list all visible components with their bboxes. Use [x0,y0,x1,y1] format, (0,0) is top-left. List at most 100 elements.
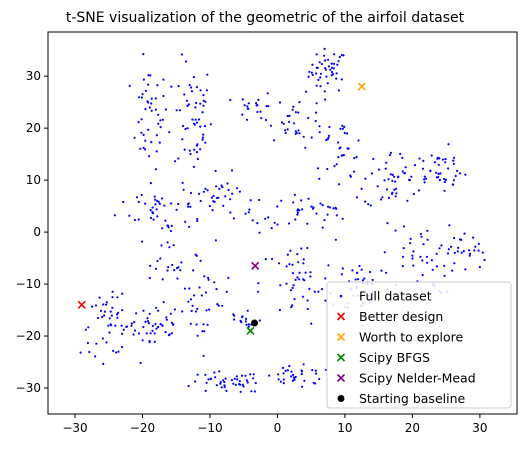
data-point [435,252,438,255]
data-point [113,214,116,217]
data-point [188,287,191,290]
data-point [180,261,183,264]
data-point [223,385,226,389]
data-point [335,77,338,80]
data-point [435,265,438,268]
data-point [199,125,202,128]
data-point [111,296,114,299]
data-point [403,172,406,175]
data-point [217,196,220,199]
data-point [456,169,459,173]
data-point [440,244,443,247]
data-point [422,159,425,162]
data-point [192,269,195,272]
data-point [204,373,207,376]
data-point [394,229,397,232]
data-point [142,78,145,81]
data-point [302,295,305,298]
data-point [288,364,291,368]
data-point [309,271,312,274]
data-point [167,226,170,229]
data-point [323,47,326,51]
data-point [190,86,193,89]
data-point [289,249,292,252]
data-point [278,262,281,265]
data-point [326,167,329,171]
data-point [288,120,291,123]
data-point [217,304,220,307]
data-point [161,278,164,281]
axes-frame [47,31,518,415]
data-point [130,322,133,325]
data-point [305,90,308,93]
data-point [245,379,248,382]
data-point [327,134,331,137]
data-point [157,122,160,125]
data-point [391,179,394,182]
data-point [412,192,415,196]
data-point [310,322,313,325]
data-point [457,246,460,249]
data-point [287,222,291,225]
data-point [323,90,326,93]
data-point [189,322,192,325]
data-point [315,102,318,105]
data-point [267,216,270,219]
data-point [180,53,184,56]
data-point [241,374,244,377]
data-point [446,252,450,255]
data-point [292,373,295,376]
data-point [292,376,296,379]
data-point [195,121,199,124]
data-point [132,333,135,336]
data-point [185,99,188,102]
data-point [289,289,293,292]
marker-scipy-nelder-mead [251,261,260,270]
data-point [205,381,208,384]
data-point [458,172,462,175]
data-point [264,258,267,261]
data-point [221,186,224,189]
data-point [342,154,345,157]
data-point [300,369,303,372]
data-point [379,198,383,201]
data-point [353,157,356,160]
data-point [390,192,394,195]
data-point [456,250,459,253]
data-point [161,227,164,230]
data-point [297,278,301,281]
data-point [164,108,167,111]
data-point [202,99,205,102]
data-point [162,94,165,98]
data-point [338,147,341,150]
data-point [312,206,315,209]
data-point [192,75,195,79]
data-point [293,122,296,125]
y-tick-label: −10 [16,277,41,291]
data-point [149,209,152,212]
data-point [108,317,111,320]
data-point [297,111,300,114]
data-point [422,243,425,246]
data-point [268,374,271,377]
data-point [175,208,178,211]
data-point [150,102,153,105]
data-point [468,252,472,255]
data-point [335,207,338,210]
data-point [332,207,335,210]
data-point [157,200,160,203]
data-point [147,101,150,104]
data-point [326,82,329,85]
data-point [181,310,184,313]
data-point [172,244,175,247]
data-point [307,116,310,120]
data-point [170,224,173,227]
data-point [318,61,321,64]
data-point [246,309,249,312]
data-point [220,386,223,389]
data-point [254,381,257,385]
data-point [421,273,424,277]
data-point [447,143,450,146]
data-point [171,263,174,267]
data-point [207,276,210,279]
